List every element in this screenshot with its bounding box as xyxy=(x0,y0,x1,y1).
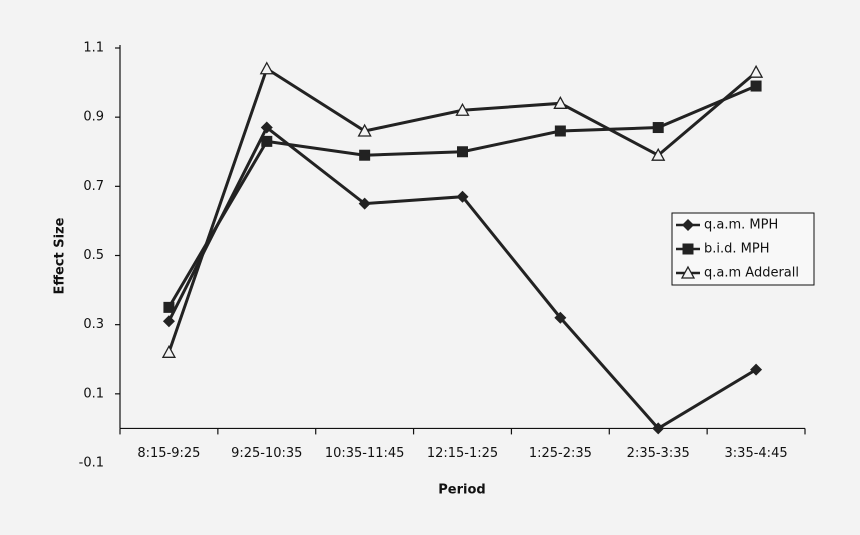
y-tick-label: 0.5 xyxy=(83,248,104,263)
legend-marker xyxy=(682,243,694,255)
x-tick-label: 2:35-3:35 xyxy=(627,446,690,461)
point xyxy=(455,102,470,116)
point xyxy=(652,122,664,134)
x-tick-label: 1:25-2:35 xyxy=(529,446,592,461)
point xyxy=(358,197,371,210)
point xyxy=(553,95,568,109)
y-tick-label: 0.3 xyxy=(83,317,104,332)
point xyxy=(750,80,762,92)
x-tick-label: 3:35-4:45 xyxy=(725,446,788,461)
x-tick-label: 9:25-10:35 xyxy=(231,446,302,461)
point xyxy=(161,344,177,358)
point xyxy=(554,311,567,324)
x-axis-title: Period xyxy=(438,483,485,498)
y-tick-label: 0.7 xyxy=(83,179,104,194)
point xyxy=(750,363,763,376)
y-tick-label: 0.1 xyxy=(83,386,104,401)
legend-label: b.i.d. MPH xyxy=(704,242,769,257)
x-tick-label: 12:15-1:25 xyxy=(427,446,498,461)
y-tick-label: -0.1 xyxy=(79,456,104,471)
legend-label: q.a.m Adderall xyxy=(704,266,799,281)
point xyxy=(163,301,175,313)
point xyxy=(554,125,566,137)
x-tick-label: 8:15-9:25 xyxy=(137,446,200,461)
point xyxy=(456,190,469,203)
y-axis-title: Effect Size xyxy=(53,217,68,294)
y-tick-label: 1.1 xyxy=(83,41,104,56)
point xyxy=(357,123,372,137)
legend-label: q.a.m. MPH xyxy=(704,218,778,233)
point xyxy=(652,422,665,435)
point xyxy=(748,64,764,78)
legend-marker xyxy=(682,219,694,231)
point xyxy=(457,146,468,158)
legend-marker xyxy=(680,265,696,279)
point xyxy=(259,61,274,75)
x-tick-label: 10:35-11:45 xyxy=(325,446,405,461)
point xyxy=(162,315,175,328)
point xyxy=(651,147,666,161)
y-tick-label: 0.9 xyxy=(83,110,104,125)
point xyxy=(261,135,273,147)
point xyxy=(359,149,371,161)
point xyxy=(260,121,273,134)
